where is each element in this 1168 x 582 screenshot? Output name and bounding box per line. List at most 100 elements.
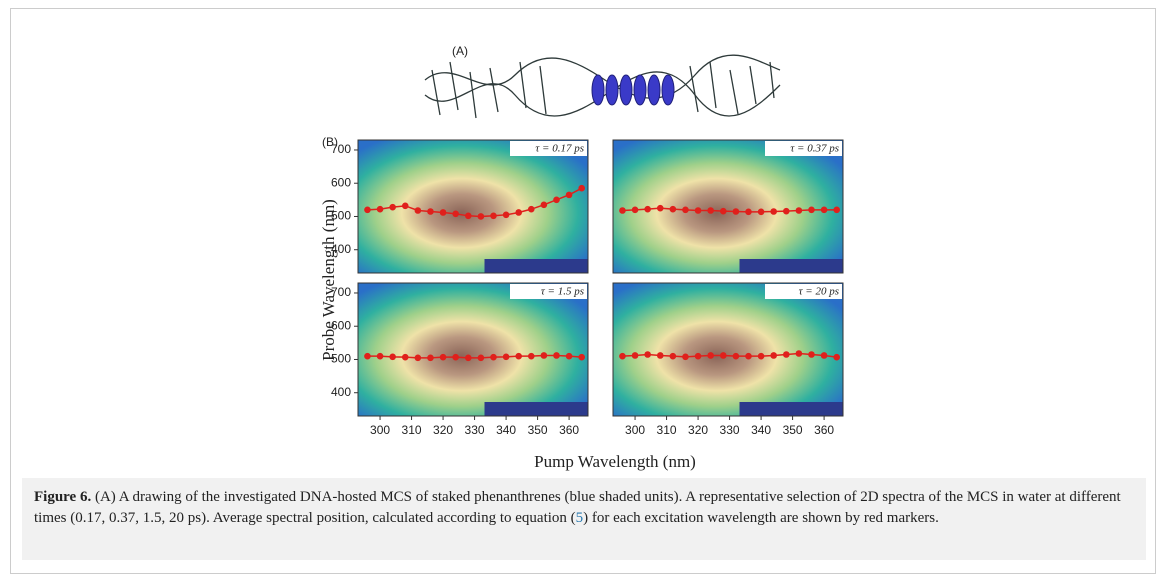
- marker: [427, 208, 434, 215]
- plot-frame: [357, 139, 589, 274]
- marker: [719, 207, 727, 215]
- equation-link[interactable]: 5: [575, 509, 584, 526]
- marker: [414, 207, 422, 214]
- marker: [795, 350, 803, 357]
- caption-label: Figure 6.: [34, 489, 92, 505]
- marker: [414, 354, 422, 362]
- caption-text: (A) A drawing of the investigated DNA-ho…: [34, 489, 1121, 526]
- x-tick-label: 320: [433, 423, 453, 437]
- y-tick-label: 500: [331, 209, 351, 223]
- marker: [490, 212, 497, 220]
- heatmap: [613, 140, 843, 273]
- marker: [694, 207, 702, 214]
- marker: [515, 352, 522, 360]
- y-tick-label: 400: [331, 242, 351, 256]
- y-tick-label: 500: [331, 352, 351, 366]
- marker: [389, 353, 396, 361]
- y-tick-label: 400: [331, 385, 351, 399]
- marker: [770, 208, 777, 215]
- marker: [782, 351, 790, 358]
- marker: [644, 205, 651, 213]
- caption-text: ) for each excitation wavelength are sho…: [583, 509, 939, 526]
- marker: [527, 352, 535, 360]
- marker: [364, 352, 371, 360]
- caption: Figure 6. (A) A drawing of the investiga…: [22, 478, 1146, 560]
- marker: [757, 352, 765, 360]
- marker: [553, 352, 560, 359]
- marker: [707, 207, 714, 214]
- marker: [502, 353, 510, 361]
- annotation-box: [510, 284, 587, 299]
- plot-frame: [357, 282, 589, 417]
- marker: [565, 352, 573, 360]
- marker: [682, 353, 689, 361]
- marker: [719, 352, 727, 359]
- marker: [669, 352, 677, 360]
- marker: [707, 352, 714, 359]
- x-axis-label: Pump Wavelength (nm): [534, 452, 696, 471]
- marker: [427, 354, 434, 362]
- marker: [694, 352, 702, 360]
- x-tick-label: 310: [657, 423, 677, 437]
- marker: [833, 206, 840, 214]
- x-tick-label: 350: [783, 423, 803, 437]
- marker: [565, 191, 573, 199]
- marker: [770, 352, 777, 359]
- panel-a-label: (A): [452, 44, 468, 58]
- marker: [820, 206, 828, 214]
- annotation: τ = 0.37 ps: [790, 143, 839, 155]
- marker: [669, 205, 677, 213]
- marker: [820, 352, 828, 359]
- marker: [401, 353, 409, 361]
- heatmap-edge: [484, 402, 588, 416]
- phenanthrene-stack: [591, 74, 675, 106]
- x-tick-label: 300: [370, 423, 390, 437]
- marker: [540, 201, 548, 209]
- marker: [452, 353, 459, 361]
- heatmap-edge: [739, 259, 843, 273]
- marker: [389, 203, 396, 211]
- marker: [502, 211, 510, 219]
- x-tick-label: 320: [688, 423, 708, 437]
- x-tick-label: 360: [559, 423, 579, 437]
- marker: [527, 205, 535, 213]
- x-tick-label: 330: [465, 423, 485, 437]
- marker: [364, 206, 371, 214]
- marker: [808, 351, 815, 358]
- marker: [732, 208, 740, 215]
- marker: [477, 354, 485, 362]
- annotation-box: [510, 141, 587, 156]
- y-tick-label: 700: [331, 142, 351, 156]
- marker: [439, 209, 447, 216]
- marker: [477, 213, 485, 220]
- marker: [540, 352, 548, 359]
- figure-frame: [10, 8, 1156, 574]
- marker: [782, 207, 790, 215]
- x-tick-label: 300: [625, 423, 645, 437]
- x-tick-label: 360: [814, 423, 834, 437]
- marker: [656, 204, 664, 212]
- annotation-box: [765, 141, 842, 156]
- marker: [682, 206, 689, 214]
- y-tick-label: 700: [331, 285, 351, 299]
- panel-b-label: (B): [322, 135, 338, 149]
- plot-frame: [612, 139, 844, 274]
- heatmap: [613, 283, 843, 416]
- marker: [644, 351, 651, 358]
- marker: [490, 353, 497, 361]
- heatmap-edge: [739, 402, 843, 416]
- heatmap-edge: [484, 259, 588, 273]
- marker: [464, 354, 472, 362]
- y-tick-label: 600: [331, 318, 351, 332]
- x-tick-label: 340: [751, 423, 771, 437]
- marker: [515, 209, 522, 216]
- x-tick-label: 310: [402, 423, 422, 437]
- marker: [553, 196, 560, 204]
- marker: [578, 184, 585, 192]
- x-tick-label: 340: [496, 423, 516, 437]
- marker: [464, 212, 472, 220]
- marker: [578, 353, 585, 361]
- marker: [619, 207, 626, 214]
- plot-frame: [612, 282, 844, 417]
